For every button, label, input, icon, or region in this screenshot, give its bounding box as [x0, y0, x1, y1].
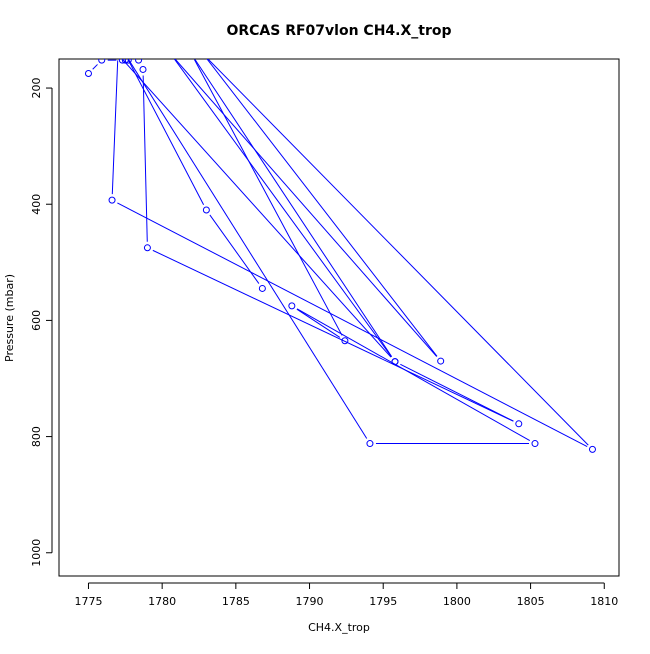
data-point — [115, 51, 121, 57]
series-line-segment — [128, 59, 368, 439]
y-tick-label: 600 — [30, 310, 43, 331]
data-point — [122, 51, 128, 57]
x-axis-label: CH4.X_trop — [308, 621, 370, 634]
data-point — [139, 65, 147, 73]
data-point — [143, 244, 151, 252]
series-line-segment — [209, 214, 260, 284]
series-line-segment — [152, 249, 514, 422]
data-point — [288, 302, 296, 310]
series-line-segment — [121, 59, 392, 358]
x-tick-label: 1805 — [517, 595, 545, 608]
data-point — [202, 206, 210, 214]
series-line-segment — [117, 202, 588, 448]
series-line-segment — [127, 59, 205, 205]
data-point — [98, 59, 106, 64]
series-line-segment — [296, 308, 531, 442]
data-point — [366, 440, 374, 448]
data-point — [121, 59, 129, 64]
series-line-segment — [194, 59, 393, 357]
data-point — [84, 70, 92, 78]
y-tick-label: 800 — [30, 426, 43, 447]
series-line-segment — [92, 64, 98, 70]
x-tick-label: 1790 — [296, 595, 324, 608]
series-line-segment — [194, 59, 343, 336]
series-line-segment — [207, 59, 589, 446]
data-point — [124, 59, 132, 64]
data-point — [531, 440, 539, 448]
data-point — [258, 284, 266, 292]
y-tick-label: 400 — [30, 194, 43, 215]
series-line-segment — [174, 59, 392, 358]
y-axis-label: Pressure (mbar) — [3, 274, 16, 362]
x-tick-label: 1775 — [74, 595, 102, 608]
y-tick-label: 1000 — [30, 539, 43, 567]
x-tick-label: 1795 — [369, 595, 397, 608]
series-line-segment — [142, 75, 148, 242]
chart-title: ORCAS RF07vlon CH4.X_trop — [226, 23, 451, 39]
data-point — [341, 337, 349, 345]
plot-frame — [58, 58, 620, 577]
data-point — [437, 357, 445, 365]
series-line-segment — [296, 308, 341, 338]
x-tick-label: 1785 — [222, 595, 250, 608]
x-tick-label: 1780 — [148, 595, 176, 608]
data-point — [135, 59, 143, 64]
series-line-segment — [400, 363, 514, 422]
data-point — [108, 196, 116, 204]
data-point — [168, 51, 174, 57]
axes-layer: 1775 1780 1785 1790 1795 1800 1805 1810 200 400 60… — [30, 58, 620, 608]
data-layer — [84, 51, 596, 453]
series-line-segment — [206, 59, 438, 357]
series-line-segment — [111, 60, 119, 195]
x-tick-label: 1800 — [443, 595, 471, 608]
x-tick-label: 1810 — [590, 595, 618, 608]
series-line-segment — [174, 59, 438, 357]
data-point — [515, 420, 523, 428]
data-point — [200, 51, 206, 57]
data-point — [189, 51, 195, 57]
y-tick-label: 200 — [30, 78, 43, 99]
data-point — [588, 445, 596, 453]
data-point — [391, 358, 399, 366]
